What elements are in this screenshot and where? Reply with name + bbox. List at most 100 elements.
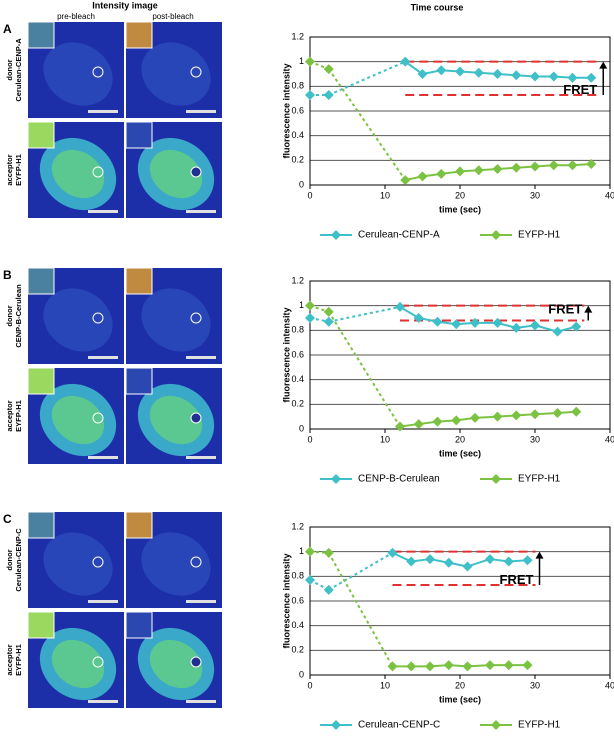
connector — [328, 60, 406, 96]
nucleus — [43, 532, 113, 596]
data-point — [511, 322, 522, 333]
inset — [27, 267, 55, 295]
data-point — [548, 160, 559, 171]
data-point — [395, 421, 405, 432]
scale-bar — [88, 210, 118, 213]
legend-label: EYFP-H1 — [518, 230, 561, 241]
data-point — [413, 313, 424, 323]
nucleus-core — [51, 395, 105, 445]
roi — [92, 412, 104, 424]
data-point — [443, 660, 454, 671]
panel-label: A — [3, 22, 12, 36]
roi — [92, 556, 104, 568]
data-point — [323, 89, 334, 100]
side-name: CENP-B-Cerulean — [14, 284, 23, 348]
legend-marker — [331, 474, 341, 484]
data-point — [455, 166, 465, 177]
data-point — [503, 660, 514, 671]
scale-bar — [88, 110, 118, 113]
legend-label: Cerulean-CENP-C — [358, 720, 440, 731]
x-tick-label: 0 — [307, 680, 312, 690]
x-tick-label: 10 — [380, 680, 390, 690]
data-point — [323, 584, 334, 595]
y-tick-label: 1 — [299, 56, 304, 66]
data-point — [387, 661, 398, 672]
data-point — [567, 72, 578, 83]
data-point — [305, 56, 315, 67]
data-point — [492, 163, 503, 174]
scale-bar — [88, 700, 118, 703]
scale-bar — [186, 600, 216, 603]
connector — [327, 68, 407, 181]
plot-border — [309, 280, 611, 430]
annotation: FRET — [563, 82, 597, 97]
roi — [92, 166, 104, 178]
data-point — [485, 660, 495, 671]
scale-bar — [186, 456, 216, 459]
legend-marker — [331, 230, 341, 240]
scale-bar — [186, 110, 216, 113]
header-left: Intensity image — [92, 0, 158, 10]
header-right: Time course — [411, 2, 464, 12]
y-tick-label: 0.8 — [291, 571, 304, 581]
side-name: EYFP-H1 — [14, 644, 23, 676]
data-point — [571, 406, 582, 417]
side-name: Cerulean-CENP-A — [14, 38, 23, 102]
side-label: acceptor — [5, 644, 14, 675]
data-point — [492, 69, 503, 79]
data-point — [432, 416, 443, 427]
data-point — [323, 547, 334, 558]
inset — [125, 611, 153, 639]
data-point — [522, 660, 533, 671]
y-tick-label: 0.2 — [291, 155, 304, 165]
connector — [327, 311, 401, 428]
legend-marker — [491, 474, 501, 484]
x-tick-label: 0 — [307, 434, 312, 444]
x-axis-label: time (sec) — [439, 204, 481, 214]
side-name: EYFP-H1 — [14, 154, 23, 186]
data-point — [485, 554, 495, 565]
y-tick-label: 1 — [299, 546, 304, 556]
y-tick-label: 0.4 — [291, 620, 304, 630]
legend-marker — [331, 720, 341, 730]
inset — [125, 21, 153, 49]
data-point — [417, 69, 428, 79]
data-point — [406, 661, 417, 672]
fret-arrowhead — [599, 61, 608, 69]
annotation: FRET — [548, 302, 582, 317]
scale-bar — [88, 356, 118, 359]
x-tick-label: 30 — [530, 680, 540, 690]
x-tick-label: 40 — [605, 190, 614, 200]
data-point — [323, 64, 334, 75]
inset — [27, 21, 55, 49]
data-point — [473, 165, 484, 176]
data-point — [530, 71, 540, 82]
side-label: donor — [5, 59, 14, 80]
data-point — [586, 72, 597, 83]
x-tick-label: 30 — [530, 190, 540, 200]
data-point — [470, 317, 480, 328]
data-point — [305, 313, 315, 323]
data-point — [406, 556, 417, 567]
data-point — [400, 56, 411, 67]
data-point — [387, 547, 398, 558]
data-point — [425, 661, 435, 672]
side-label: acceptor — [5, 400, 14, 431]
y-tick-label: 1.2 — [291, 275, 304, 285]
roi — [190, 166, 202, 178]
post-label: post-bleach — [152, 12, 193, 21]
scale-bar — [186, 210, 216, 213]
connector — [327, 552, 394, 667]
legend-label: CENP-B-Cerulean — [358, 474, 440, 485]
scale-bar — [186, 356, 216, 359]
inset — [125, 267, 153, 295]
data-point — [305, 546, 315, 557]
data-point — [395, 301, 405, 312]
data-point — [425, 554, 435, 565]
data-point — [511, 162, 522, 173]
x-tick-label: 40 — [605, 680, 614, 690]
annotation: FRET — [500, 572, 534, 587]
nucleus-core — [51, 639, 105, 689]
inset — [27, 367, 55, 395]
inset — [27, 121, 55, 149]
